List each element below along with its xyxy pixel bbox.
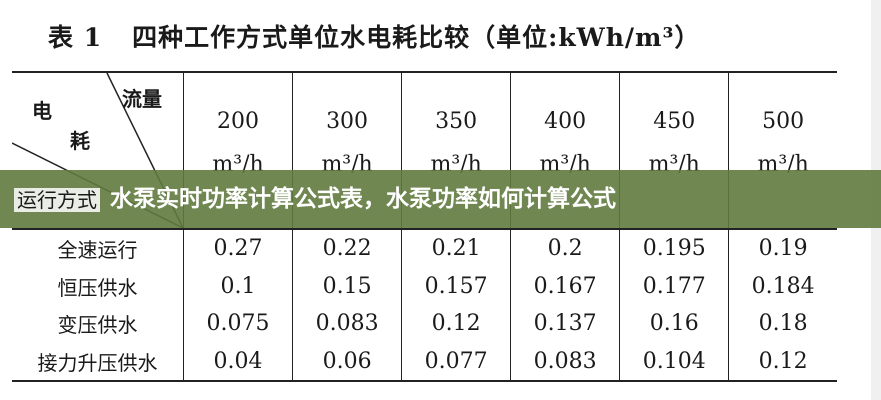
table-title: 表 1 四种工作方式单位水电耗比较（单位:kWh/m³） [48, 23, 701, 52]
value-cell: 0.177 [619, 267, 729, 305]
value-cell: 0.083 [510, 342, 620, 382]
value-cell: 0.18 [728, 305, 837, 343]
corner-power: 电 [32, 99, 52, 123]
corner-mode: 运行方式 [14, 188, 100, 212]
value-cell: 0.157 [401, 267, 511, 305]
value-cell: 0.15 [292, 267, 402, 305]
value-cell: 0.04 [182, 342, 293, 382]
table-row: 变压供水 0.075 0.083 0.12 0.137 0.16 0.18 [12, 305, 837, 343]
table-row: 接力升压供水 0.04 0.06 0.077 0.083 0.104 0.12 [12, 342, 837, 382]
value-cell: 0.195 [619, 228, 729, 268]
value-cell: 0.2 [510, 228, 620, 268]
value-cell: 0.12 [728, 342, 837, 382]
mode-cell: 接力升压供水 [12, 342, 184, 382]
value-cell: 0.06 [292, 342, 402, 382]
flow-value: 200 [217, 109, 260, 134]
flow-value: 400 [544, 109, 587, 134]
value-cell: 0.1 [182, 267, 293, 305]
table-row: 全速运行 0.27 0.22 0.21 0.2 0.195 0.19 [12, 228, 837, 268]
value-cell: 0.21 [401, 228, 511, 268]
mode-cell: 全速运行 [12, 228, 184, 268]
value-cell: 0.167 [510, 267, 620, 305]
value-cell: 0.083 [292, 305, 402, 343]
value-cell: 0.184 [728, 267, 837, 305]
mode-cell: 变压供水 [57, 313, 138, 338]
flow-value: 350 [435, 109, 478, 134]
value-cell: 0.27 [182, 228, 293, 268]
value-cell: 0.16 [619, 305, 729, 343]
flow-value: 450 [653, 109, 696, 134]
table-row: 恒压供水 0.1 0.15 0.157 0.167 0.177 0.184 [12, 267, 837, 305]
flow-value: 300 [326, 109, 369, 134]
flow-value: 500 [762, 109, 805, 134]
value-cell: 0.075 [182, 305, 293, 343]
value-cell: 0.077 [401, 342, 511, 382]
corner-flow: 流量 [122, 87, 162, 111]
caption-banner: 水泵实时功率计算公式表，水泵功率如何计算公式 [0, 170, 881, 228]
value-cell: 0.104 [619, 342, 729, 382]
value-cell: 0.19 [728, 228, 837, 268]
value-cell: 0.137 [510, 305, 620, 343]
corner-consumption: 耗 [70, 129, 90, 153]
value-cell: 0.12 [401, 305, 511, 343]
value-cell: 0.22 [292, 228, 402, 268]
mode-cell: 恒压供水 [57, 275, 138, 300]
